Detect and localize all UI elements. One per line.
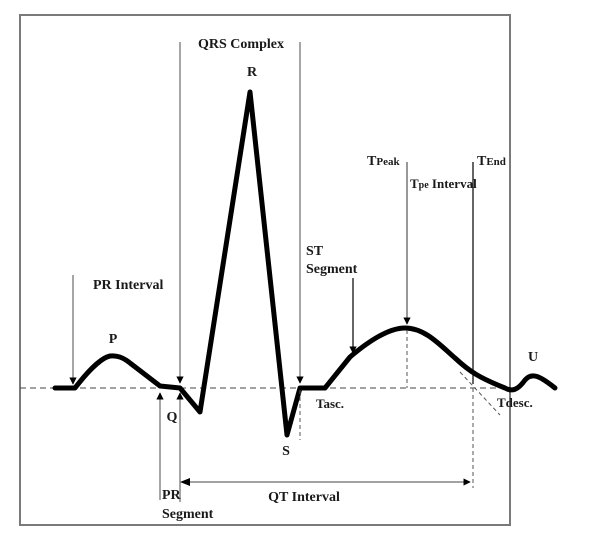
s-wave-label: S (282, 444, 290, 459)
t-descending-label: Tdesc. (497, 395, 533, 410)
u-wave-label: U (528, 350, 538, 365)
st-segment-label-line2: Segment (306, 262, 358, 277)
t-end-label: TEnd (477, 154, 506, 169)
tpe-interval-label: Tpe Interval (410, 176, 477, 191)
pr-interval-label: PR Interval (93, 278, 163, 293)
q-wave-label: Q (167, 410, 178, 425)
t-peak-label: TPeak (367, 154, 400, 169)
t-descending-tangent (459, 371, 501, 416)
pr-segment-label-line2: Segment (162, 507, 214, 522)
pr-segment-label-line1: PR (162, 488, 182, 503)
qt-interval-label: QT Interval (268, 490, 340, 505)
r-wave-label: R (247, 65, 258, 80)
st-segment-label-line1: ST (306, 244, 324, 259)
qt-arrowhead-left (180, 478, 190, 486)
diagram-frame (19, 14, 511, 526)
ecg-trace (52, 89, 558, 438)
p-wave-label: P (109, 332, 118, 347)
qrs-complex-label: QRS Complex (198, 37, 284, 52)
t-ascending-label: Tasc. (316, 396, 344, 411)
